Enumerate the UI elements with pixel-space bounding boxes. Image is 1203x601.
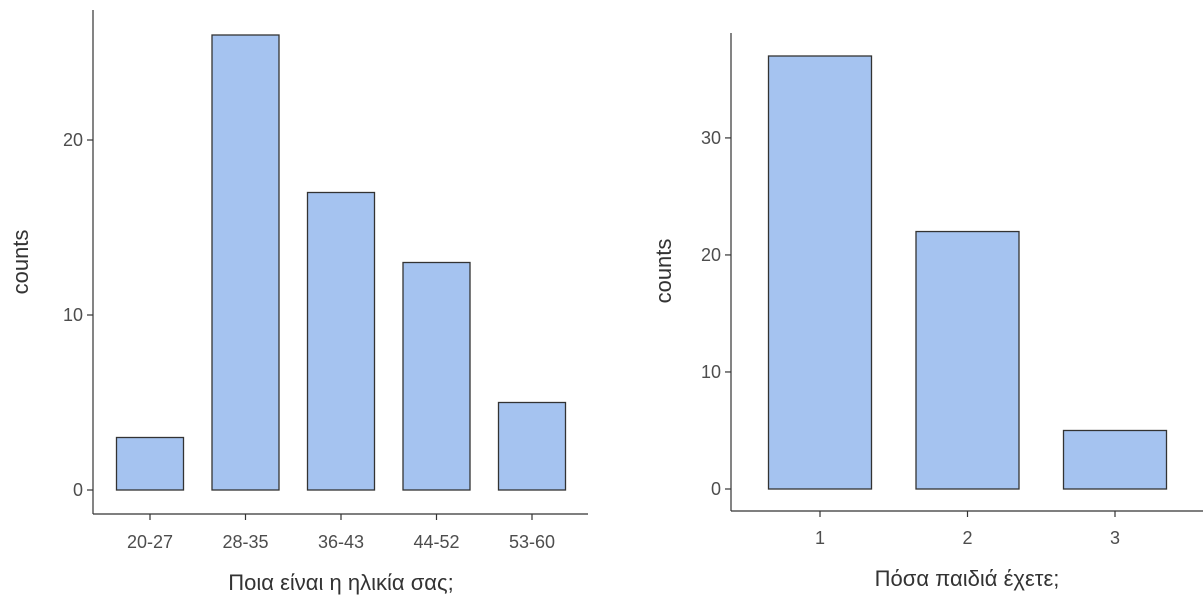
x-tick-label: 2: [962, 528, 972, 548]
bar-20-27: [115, 436, 185, 491]
children-chart: 0 10 20 30 1 2 3 Πόσα παιδιά έχετε; counts: [651, 33, 1203, 591]
y-tick-label: 10: [701, 362, 721, 382]
bar-1: [767, 55, 873, 490]
y-tick-label: 0: [73, 480, 83, 500]
bar-44-52: [402, 261, 471, 491]
y-tick-label: 20: [701, 245, 721, 265]
y-tick-label: 0: [711, 479, 721, 499]
y-tick-label: 30: [701, 128, 721, 148]
x-tick-label: 1: [815, 528, 825, 548]
x-tick-label: 36-43: [318, 532, 364, 552]
x-tick-label: 44-52: [413, 532, 459, 552]
age-chart: 0 10 20 20-27 28-35 36-43 44-52 53-60 Ποια είναι…: [8, 10, 588, 595]
x-axis-title: Πόσα παιδιά έχετε;: [875, 566, 1060, 591]
bar-53-60: [497, 401, 567, 491]
bar-28-35: [211, 34, 280, 491]
x-tick-label: 20-27: [127, 532, 173, 552]
y-axis-title: counts: [8, 230, 33, 295]
x-tick-label: 3: [1110, 528, 1120, 548]
y-tick-label: 20: [63, 130, 83, 150]
x-tick-label: 53-60: [509, 532, 555, 552]
bar-2: [915, 230, 1020, 490]
y-tick-label: 10: [63, 305, 83, 325]
y-axis-title: counts: [651, 239, 676, 304]
bar-3: [1062, 429, 1168, 490]
x-axis-title: Ποια είναι η ηλικία σας;: [228, 570, 453, 595]
x-tick-label: 28-35: [222, 532, 268, 552]
bar-36-43: [306, 191, 376, 491]
